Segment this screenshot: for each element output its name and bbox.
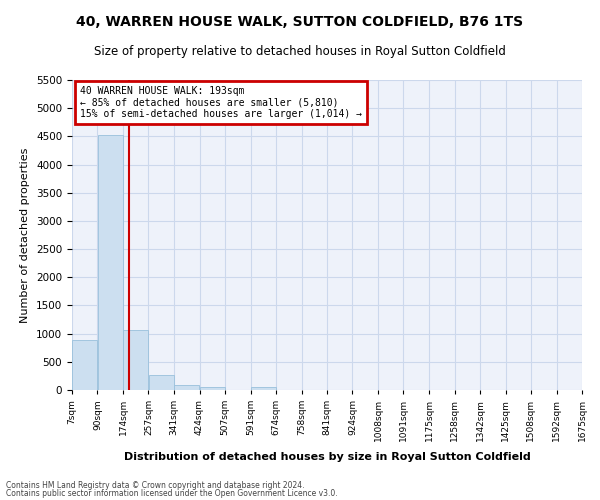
X-axis label: Distribution of detached houses by size in Royal Sutton Coldfield: Distribution of detached houses by size … bbox=[124, 452, 530, 462]
Bar bbox=[200, 386, 225, 390]
Bar bbox=[72, 340, 97, 390]
Bar bbox=[149, 375, 174, 390]
Text: 40 WARREN HOUSE WALK: 193sqm
← 85% of detached houses are smaller (5,810)
15% of: 40 WARREN HOUSE WALK: 193sqm ← 85% of de… bbox=[80, 86, 362, 120]
Bar bbox=[251, 386, 276, 390]
Bar bbox=[98, 134, 123, 390]
Text: 40, WARREN HOUSE WALK, SUTTON COLDFIELD, B76 1TS: 40, WARREN HOUSE WALK, SUTTON COLDFIELD,… bbox=[76, 15, 524, 29]
Text: Contains public sector information licensed under the Open Government Licence v3: Contains public sector information licen… bbox=[6, 489, 338, 498]
Bar bbox=[174, 385, 199, 390]
Text: Size of property relative to detached houses in Royal Sutton Coldfield: Size of property relative to detached ho… bbox=[94, 45, 506, 58]
Text: Contains HM Land Registry data © Crown copyright and database right 2024.: Contains HM Land Registry data © Crown c… bbox=[6, 480, 305, 490]
Bar bbox=[123, 330, 148, 390]
Y-axis label: Number of detached properties: Number of detached properties bbox=[20, 148, 31, 322]
